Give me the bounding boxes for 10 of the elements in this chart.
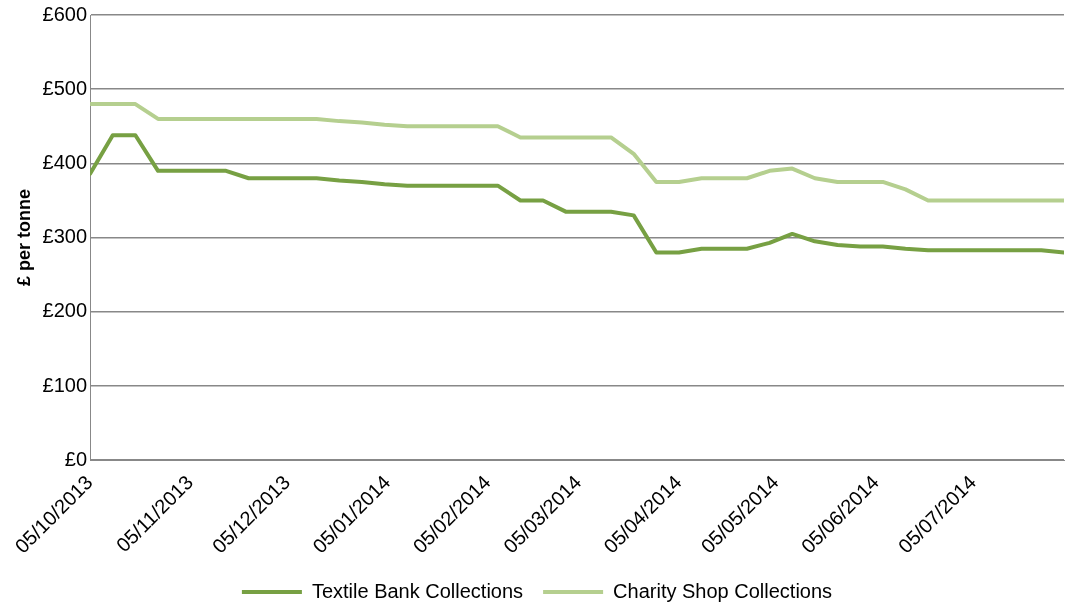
- legend-label: Charity Shop Collections: [613, 579, 833, 602]
- y-tick-label: £100: [42, 373, 88, 396]
- y-tick-label: £0: [64, 447, 88, 470]
- y-tick-label: £500: [42, 76, 88, 99]
- y-tick-label: £400: [42, 150, 88, 173]
- y-tick-label: £600: [42, 2, 88, 25]
- y-tick-label: £200: [42, 299, 88, 322]
- y-axis-title: £ per tonne: [13, 189, 34, 287]
- y-tick-label: £300: [42, 225, 88, 248]
- legend-label: Textile Bank Collections: [311, 579, 524, 602]
